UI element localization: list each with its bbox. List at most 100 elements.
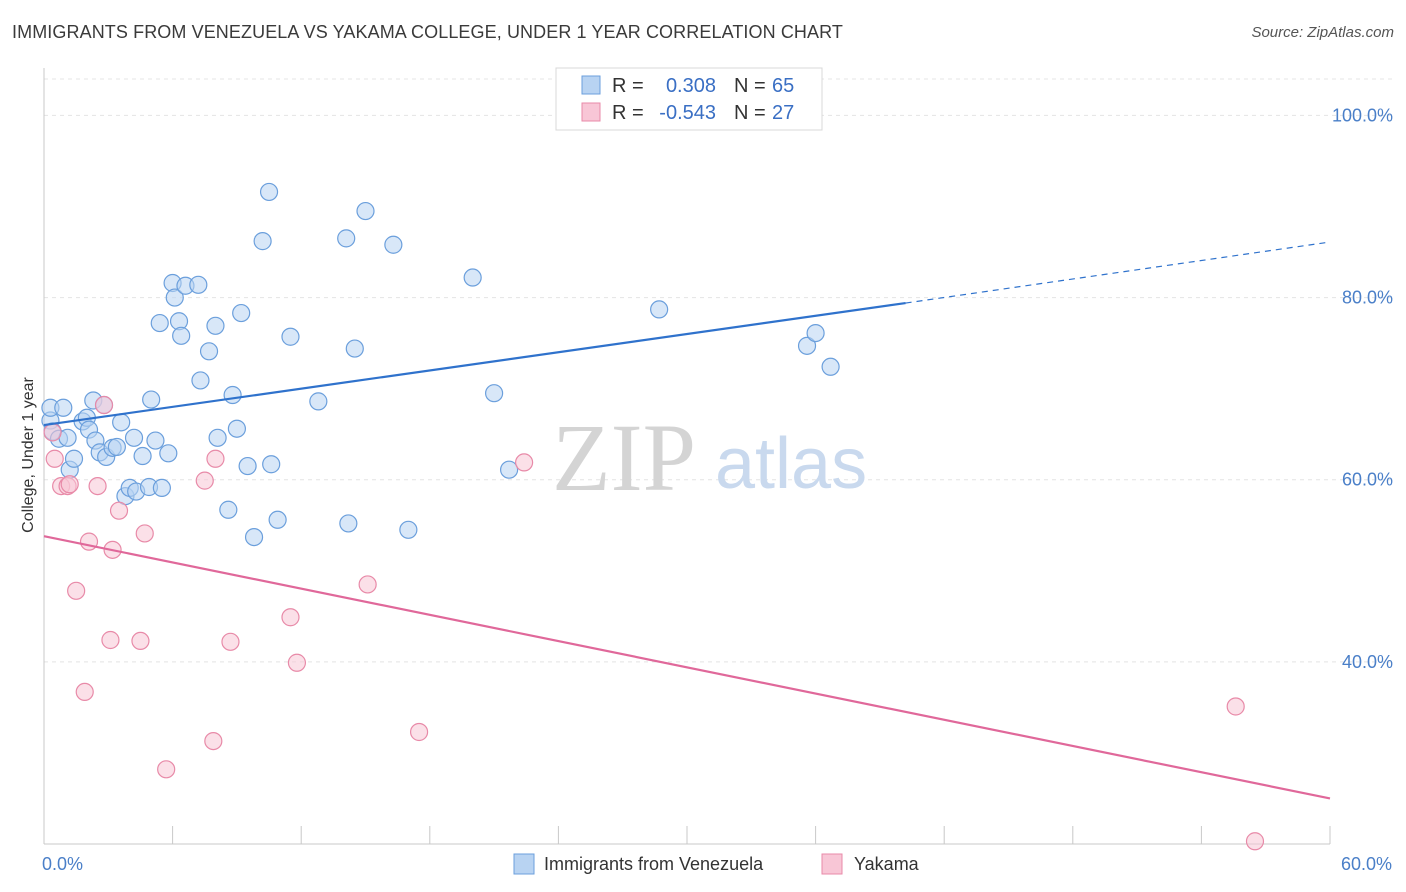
legend-r-label-2: R = (612, 102, 644, 124)
venezuela-trend-line (43, 301, 906, 427)
legend-r-value-1: 0.308 (666, 75, 716, 97)
yakama-point-12 (109, 501, 129, 520)
venezuela-point-18 (112, 413, 131, 432)
venezuela-point-21 (124, 428, 144, 447)
bottom-legend-label-venezuela: Immigrants from Venezuela (544, 854, 764, 874)
venezuela-point-31 (165, 288, 184, 307)
venezuela-point-50 (281, 327, 300, 346)
y-tick-label-100: 100.0% (1332, 105, 1393, 125)
venezuela-point-7 (64, 449, 84, 468)
venezuela-point-61 (650, 300, 669, 319)
y-tick-labels: 40.0% 60.0% 80.0% 100.0% (1332, 105, 1393, 671)
yakama-point-15 (157, 760, 176, 779)
yakama-point-13 (131, 631, 150, 651)
series-yakama-points (43, 395, 1265, 851)
yakama-point-8 (88, 476, 107, 496)
chart-title: IMMIGRANTS FROM VENEZUELA VS YAKAMA COLL… (12, 22, 844, 42)
trend-lines (43, 241, 1331, 800)
venezuela-point-33 (172, 326, 191, 345)
y-tick-label-60: 60.0% (1342, 470, 1393, 490)
bottom-legend-label-yakama: Yakama (854, 854, 920, 874)
yakama-point-19 (221, 632, 240, 651)
bottom-legend-swatch-blue (513, 853, 535, 875)
yakama-point-21 (287, 653, 307, 672)
venezuela-point-4 (54, 398, 73, 417)
venezuela-point-58 (463, 268, 482, 287)
yakama-point-23 (409, 722, 429, 742)
legend-swatch-blue (581, 75, 601, 95)
venezuela-point-17 (107, 437, 126, 457)
yakama-point-1 (45, 449, 64, 468)
venezuela-point-54 (345, 339, 364, 358)
yakama-point-25 (1226, 697, 1245, 716)
x-ticks (43, 826, 1331, 844)
venezuela-point-51 (309, 392, 328, 411)
venezuela-point-56 (384, 235, 403, 254)
watermark-atlas: atlas (715, 424, 867, 504)
venezuela-point-60 (500, 460, 519, 479)
venezuela-point-59 (485, 384, 504, 403)
venezuela-point-49 (268, 510, 287, 529)
venezuela-trend-extension (905, 241, 1331, 304)
yakama-trend-line (43, 535, 1331, 800)
venezuela-point-35 (189, 275, 208, 294)
yakama-point-4 (60, 475, 79, 494)
yakama-point-17 (204, 731, 223, 751)
venezuela-point-39 (208, 428, 227, 447)
yakama-point-6 (75, 682, 94, 702)
yakama-point-10 (101, 630, 120, 650)
venezuela-point-40 (219, 500, 238, 519)
venezuela-point-55 (356, 201, 375, 221)
source-label: Source: ZipAtlas.com (1251, 24, 1394, 41)
yakama-point-26 (1245, 832, 1265, 851)
correlation-legend: R = 0.308 N = 65 R = -0.543 N = 27 (555, 67, 823, 131)
y-tick-label-80: 80.0% (1342, 288, 1393, 308)
yakama-point-5 (67, 581, 86, 600)
venezuela-point-28 (152, 478, 171, 498)
legend-n-value-1: 65 (772, 75, 794, 97)
venezuela-point-41 (223, 385, 242, 405)
legend-r-value-2: -0.543 (659, 102, 716, 124)
bottom-legend-swatch-pink (821, 853, 843, 875)
yakama-point-14 (135, 524, 154, 543)
yakama-point-9 (94, 395, 114, 415)
legend-n-label-2: N = (734, 102, 766, 124)
series-legend: Immigrants from Venezuela Yakama (513, 853, 920, 875)
venezuela-point-46 (253, 232, 272, 251)
venezuela-point-42 (227, 419, 246, 438)
venezuela-point-38 (206, 316, 225, 335)
legend-r-label-1: R = (612, 75, 644, 97)
yakama-point-20 (281, 608, 300, 627)
legend-swatch-pink (581, 102, 601, 122)
venezuela-point-57 (399, 520, 418, 539)
venezuela-point-64 (821, 357, 840, 376)
yakama-point-24 (515, 453, 534, 472)
venezuela-point-23 (133, 446, 152, 466)
venezuela-point-63 (806, 323, 825, 343)
legend-n-label-1: N = (734, 75, 766, 97)
venezuela-point-44 (238, 456, 257, 476)
legend-n-value-2: 27 (772, 102, 794, 124)
venezuela-point-47 (259, 182, 279, 202)
x-tick-label-max: 60.0% (1341, 854, 1392, 874)
venezuela-point-27 (150, 313, 169, 333)
yakama-point-18 (206, 449, 225, 468)
venezuela-point-43 (232, 303, 251, 323)
venezuela-point-53 (339, 514, 358, 533)
venezuela-point-29 (159, 444, 178, 463)
venezuela-point-25 (142, 390, 161, 409)
venezuela-point-48 (262, 455, 281, 474)
venezuela-point-62 (797, 336, 817, 355)
y-axis-title: College, Under 1 year (20, 377, 37, 533)
gridlines (44, 78, 1392, 663)
yakama-point-0 (43, 423, 62, 442)
venezuela-point-52 (337, 229, 356, 248)
yakama-point-22 (358, 575, 377, 594)
venezuela-point-37 (199, 342, 219, 361)
venezuela-point-45 (244, 527, 264, 547)
watermark-zip: ZIP (552, 404, 696, 511)
y-tick-label-40: 40.0% (1342, 652, 1393, 672)
venezuela-point-26 (146, 431, 165, 450)
x-tick-label-min: 0.0% (42, 854, 83, 874)
